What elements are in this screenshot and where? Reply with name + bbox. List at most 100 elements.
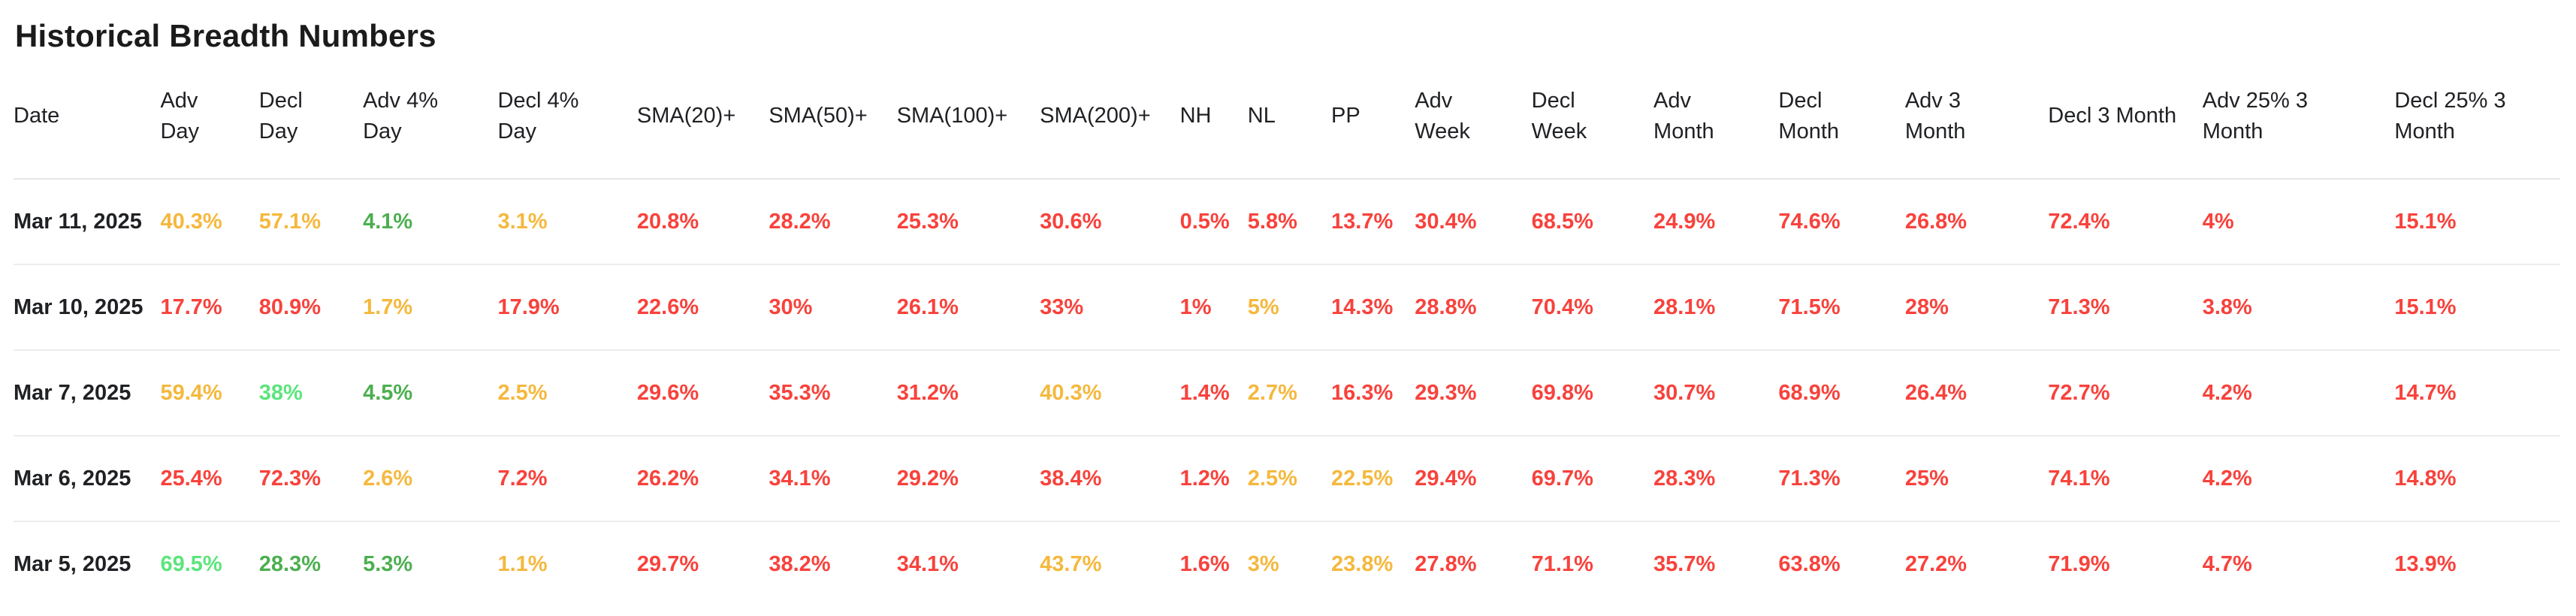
page-title: Historical Breadth Numbers [15, 18, 436, 53]
column-header-decl_25_3_month: Decl 25% 3 Month [2394, 54, 2560, 180]
value-cell-pp: 23.8% [1331, 552, 1394, 577]
value-cell-nl: 5.8% [1247, 179, 1332, 265]
value-cell-pp: 22.5% [1331, 436, 1415, 522]
value-cell-decl_day: 38% [258, 350, 364, 436]
date-cell: Mar 5, 2025 [14, 552, 131, 577]
value-cell-sma_20: 29.7% [636, 552, 699, 577]
column-header-decl_day: Decl Day [258, 54, 364, 180]
value-cell-nl: 3% [1247, 552, 1279, 577]
column-header-decl_week: Decl Week [1531, 54, 1654, 180]
value-cell-decl_25_3_month: 15.1% [2394, 179, 2560, 265]
column-header-adv_day: Adv Day [160, 54, 259, 180]
value-cell-adv_4_day: 2.6% [363, 436, 498, 522]
value-cell-adv_month: 28.1% [1653, 264, 1779, 351]
value-cell-nh: 1.2% [1179, 436, 1248, 522]
value-cell-sma_20: 29.6% [636, 350, 769, 436]
column-header-decl_3_month: Decl 3 Month [2048, 54, 2203, 180]
value-cell-decl_month: 71.3% [1778, 436, 1905, 522]
value-cell-adv_4_day: 4.5% [363, 350, 498, 436]
value-cell-sma_50: 35.3% [769, 350, 897, 436]
column-header-sma_50: SMA(50)+ [769, 54, 897, 180]
value-cell-adv_4_day: 5.3% [363, 552, 413, 577]
column-header-decl_month: Decl Month [1778, 54, 1905, 180]
value-cell-decl_day: 28.3% [258, 552, 321, 577]
value-cell-decl_4_day: 2.5% [497, 350, 637, 436]
value-cell-sma_50: 34.1% [769, 436, 897, 522]
value-cell-sma_100: 31.2% [896, 350, 1040, 436]
value-cell-sma_50: 38.2% [769, 552, 831, 577]
value-cell-decl_month: 68.9% [1778, 350, 1905, 436]
value-cell-adv_month: 24.9% [1653, 179, 1779, 265]
value-cell-adv_day: 40.3% [160, 179, 259, 265]
value-cell-sma_100: 26.1% [896, 264, 1040, 351]
value-cell-adv_month: 35.7% [1653, 552, 1716, 577]
value-cell-adv_3_month: 25% [1904, 436, 2049, 522]
value-cell-adv_week: 30.4% [1415, 179, 1532, 265]
value-cell-decl_month: 71.5% [1778, 264, 1905, 351]
value-cell-decl_25_3_month: 14.8% [2394, 436, 2560, 522]
value-cell-adv_3_month: 27.2% [1904, 552, 1967, 577]
value-cell-adv_3_month: 28% [1904, 264, 2049, 351]
value-cell-decl_week: 69.7% [1531, 436, 1654, 522]
value-cell-adv_25_3_month: 3.8% [2202, 264, 2395, 351]
value-cell-adv_25_3_month: 4% [2202, 179, 2395, 265]
value-cell-decl_month: 74.6% [1778, 179, 1905, 265]
value-cell-adv_week: 27.8% [1415, 552, 1477, 577]
value-cell-pp: 16.3% [1331, 350, 1415, 436]
value-cell-adv_4_day: 1.7% [363, 264, 498, 351]
value-cell-pp: 13.7% [1331, 179, 1415, 265]
column-header-pp: PP [1331, 54, 1415, 180]
header-row: Date Adv Day Decl Day Adv 4% Day Decl 4% Day… [14, 54, 2560, 180]
value-cell-decl_3_month: 74.1% [2048, 436, 2203, 522]
value-cell-decl_week: 68.5% [1531, 179, 1654, 265]
value-cell-decl_day: 80.9% [258, 264, 364, 351]
date-cell: Mar 7, 2025 [14, 350, 161, 436]
column-header-date: Date [14, 54, 161, 180]
value-cell-sma_200: 33% [1040, 264, 1180, 351]
value-cell-sma_100: 29.2% [896, 436, 1040, 522]
column-header-adv_4_day: Adv 4% Day [363, 54, 498, 180]
value-cell-sma_50: 28.2% [769, 179, 897, 265]
value-cell-adv_25_3_month: 4.2% [2202, 436, 2395, 522]
value-cell-sma_200: 30.6% [1040, 179, 1180, 265]
value-cell-sma_100: 25.3% [896, 179, 1040, 265]
value-cell-decl_week: 70.4% [1531, 264, 1654, 351]
value-cell-adv_month: 30.7% [1653, 350, 1779, 436]
value-cell-adv_week: 28.8% [1415, 264, 1532, 351]
value-cell-adv_25_3_month: 4.2% [2202, 350, 2395, 436]
value-cell-sma_20: 20.8% [636, 179, 769, 265]
table-row: Mar 7, 2025 59.4% 38% 4.5% 2.5% 29.6% 35.3% 31.… [14, 350, 2560, 436]
value-cell-nl: 2.5% [1247, 436, 1332, 522]
table-row: Mar 5, 2025 69.5% 28.3% 5.3% 1.1% 29.7% 38.2% 3… [14, 521, 2560, 607]
value-cell-decl_3_month: 72.4% [2048, 179, 2203, 265]
value-cell-nl: 2.7% [1247, 350, 1332, 436]
value-cell-sma_20: 26.2% [636, 436, 769, 522]
value-cell-decl_25_3_month: 15.1% [2394, 264, 2560, 351]
column-header-adv_week: Adv Week [1415, 54, 1532, 180]
value-cell-adv_day: 59.4% [160, 350, 259, 436]
value-cell-adv_3_month: 26.8% [1904, 179, 2049, 265]
value-cell-sma_200: 38.4% [1040, 436, 1180, 522]
value-cell-sma_100: 34.1% [896, 552, 959, 577]
column-header-decl_4_day: Decl 4% Day [497, 54, 637, 180]
table-body: Mar 11, 2025 40.3% 57.1% 4.1% 3.1% 20.8% 28.2%… [14, 179, 2560, 607]
value-cell-sma_50: 30% [769, 264, 897, 351]
value-cell-nh: 1.6% [1179, 552, 1230, 577]
column-header-sma_20: SMA(20)+ [636, 54, 769, 180]
table-row: Mar 10, 2025 17.7% 80.9% 1.7% 17.9% 22.6% 30% 2… [14, 264, 2560, 351]
value-cell-decl_4_day: 3.1% [497, 179, 637, 265]
value-cell-sma_20: 22.6% [636, 264, 769, 351]
value-cell-adv_day: 25.4% [160, 436, 259, 522]
value-cell-nh: 1% [1179, 264, 1248, 351]
value-cell-decl_month: 63.8% [1778, 552, 1841, 577]
value-cell-decl_4_day: 7.2% [497, 436, 637, 522]
column-header-adv_month: Adv Month [1653, 54, 1779, 180]
value-cell-adv_month: 28.3% [1653, 436, 1779, 522]
value-cell-adv_day: 17.7% [160, 264, 259, 351]
column-header-nl: NL [1247, 54, 1332, 180]
value-cell-decl_4_day: 1.1% [497, 552, 548, 577]
value-cell-nl: 5% [1247, 264, 1332, 351]
value-cell-decl_3_month: 71.3% [2048, 264, 2203, 351]
value-cell-sma_200: 40.3% [1040, 350, 1180, 436]
value-cell-adv_week: 29.3% [1415, 350, 1532, 436]
